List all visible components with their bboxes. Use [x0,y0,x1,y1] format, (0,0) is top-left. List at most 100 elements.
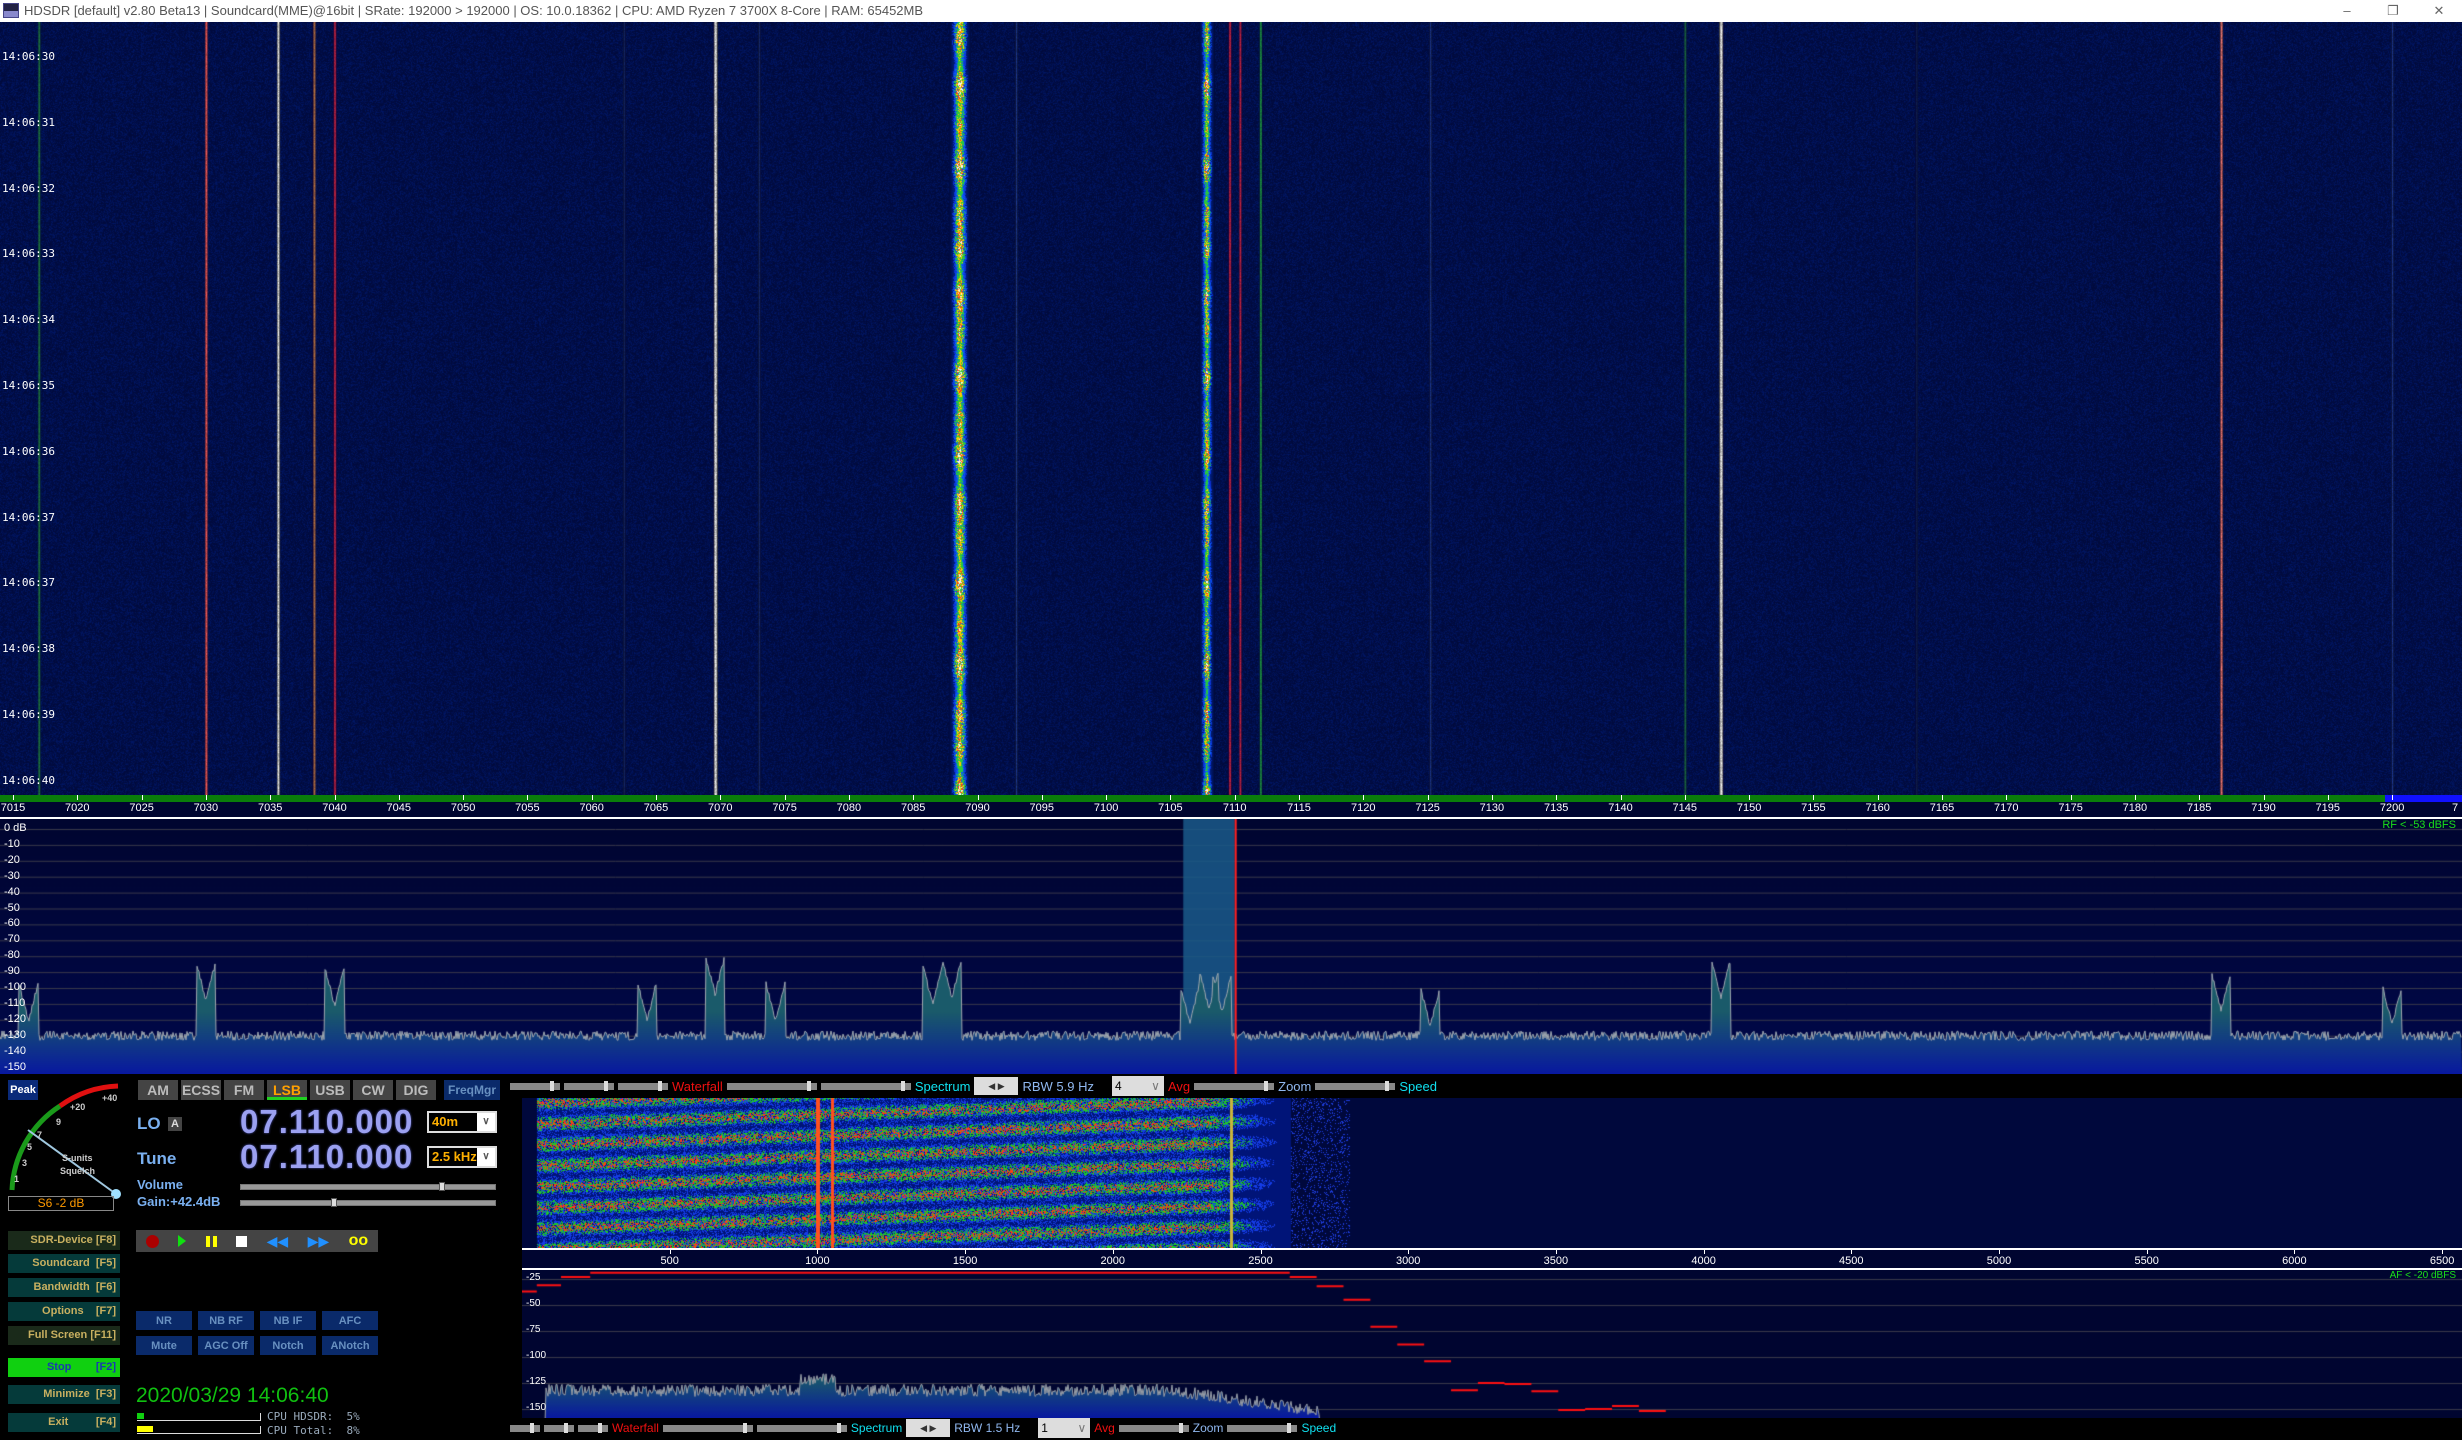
audio-db-tick-label: -50 [526,1298,541,1309]
volume-slider[interactable] [240,1182,496,1191]
rf-spectrum[interactable] [0,819,2462,1074]
waterfall-level-slider[interactable] [618,1080,668,1091]
frequency-tick [1942,795,1943,800]
db-tick-label: -30 [4,869,20,882]
tune-frequency[interactable]: 07.110.000 [240,1138,414,1175]
audio-spectrum[interactable] [522,1270,2462,1418]
mode-button-usb[interactable]: USB [310,1080,350,1100]
mode-button-lsb[interactable]: LSB [267,1080,307,1100]
af-waterfall-brightness-slider[interactable] [544,1422,574,1433]
function-button-exit[interactable]: Exit [F4] [8,1413,120,1432]
close-button[interactable]: ✕ [2433,3,2445,18]
frequency-axis[interactable]: 7015 7020 7025 7030 7035 7040 7045 7050 7055 7060… [0,795,2462,819]
record-icon[interactable] [145,1234,159,1248]
waterfall-label: Waterfall [672,1078,723,1094]
waterfall-timestamp: 14:06:40 [2,773,55,787]
db-tick-label: -70 [4,933,20,946]
function-button-sdr-device[interactable]: SDR-Device [F8] [8,1231,120,1250]
fast-forward-icon[interactable]: ▶▶ [307,1232,330,1249]
mode-button-fm[interactable]: FM [224,1080,264,1100]
af-waterfall-level-slider[interactable] [578,1422,608,1433]
audio-tick [2442,1250,2444,1254]
audio-db-tick-label: -150 [526,1402,547,1413]
rbw-stepper[interactable]: ◀ ▶ [974,1077,1019,1095]
lo-label: LO [137,1114,161,1133]
af-speed-slider[interactable] [1227,1422,1298,1433]
af-avg-select[interactable]: 1 ∨ [1038,1418,1091,1438]
speed-slider[interactable] [1315,1080,1396,1091]
bandwidth-select[interactable]: 2.5 kHz ∨ [427,1146,497,1168]
audio-tick-label: 1000 [805,1255,830,1267]
dsp-button-nb-rf[interactable]: NB RF [198,1311,254,1330]
frequency-tick-label: 7100 [1093,802,1119,814]
mode-button-am[interactable]: AM [138,1080,178,1100]
frequency-tick-label: 7175 [2058,802,2083,814]
function-button-soundcard[interactable]: Soundcard [F5] [8,1254,120,1273]
audio-waterfall[interactable] [522,1098,2462,1248]
mode-button-dig[interactable]: DIG [396,1080,436,1100]
waterfall-brightness-slider[interactable] [564,1080,614,1091]
gain-slider[interactable] [240,1198,496,1207]
af-speed-label: Speed [1301,1421,1337,1435]
pause-icon[interactable] [205,1235,217,1247]
frequency-tick-label: 7025 [129,802,154,814]
freqmgr-button[interactable]: FreqMgr [444,1080,500,1100]
peak-button[interactable]: Peak [8,1080,38,1100]
db-tick-label: -120 [4,1012,27,1025]
dsp-button-agc-off[interactable]: AGC Off [198,1336,254,1355]
rf-waterfall[interactable] [0,22,2462,795]
mode-button-ecss[interactable]: ECSS [181,1080,221,1100]
frequency-tick-label: 7120 [1351,802,1376,814]
frequency-tick-label: 7050 [450,802,476,814]
function-button-full[interactable]: Full Screen [F11] [8,1326,120,1345]
frequency-tick [1491,795,1493,800]
af-spectrum-range-slider[interactable] [756,1422,847,1433]
vfo-a-badge[interactable]: A [168,1117,182,1131]
lo-frequency[interactable]: 07.110.000 [240,1103,414,1140]
function-button-minimize[interactable]: Minimize [F3] [8,1385,120,1404]
frequency-tick [2327,795,2329,800]
band-edge-indicator [2385,795,2462,802]
dsp-button-nr[interactable]: NR [136,1311,192,1330]
window-title: HDSDR [default] v2.80 Beta13 | Soundcard… [24,3,924,18]
mode-button-cw[interactable]: CW [353,1080,393,1100]
spectrum-range-slider[interactable] [820,1080,911,1091]
play-icon[interactable] [178,1235,187,1247]
db-tick-label: -140 [4,1044,27,1057]
frequency-tick [77,795,79,800]
minimize-button[interactable]: – [2343,3,2351,18]
volume-slider-thumb[interactable] [438,1182,445,1191]
db-tick-label: -90 [4,965,20,978]
band-select[interactable]: 40m ∨ [427,1111,497,1133]
restore-button[interactable]: ❐ [2387,3,2399,18]
avg-select[interactable]: 4 ∨ [1111,1076,1164,1096]
dsp-button-notch[interactable]: Notch [260,1336,316,1355]
frequency-tick-label: 7185 [2186,802,2212,814]
af-zoom-label: Zoom [1192,1421,1224,1435]
af-spectrum-level-slider[interactable] [662,1422,753,1433]
gain-slider-thumb[interactable] [331,1198,337,1207]
waterfall-contrast-slider[interactable] [510,1080,560,1091]
stop-icon[interactable] [236,1235,248,1247]
rewind-icon[interactable]: ◀◀ [266,1232,289,1249]
audio-tick-label: 5000 [1986,1255,2012,1267]
af-avg-value: 1 [1041,1421,1048,1435]
zoom-slider[interactable] [1194,1080,1275,1091]
tune-label: Tune [137,1149,177,1168]
af-waterfall-contrast-slider[interactable] [510,1422,540,1433]
dsp-button-afc[interactable]: AFC [322,1311,378,1330]
dsp-button-anotch[interactable]: ANotch [322,1336,378,1355]
loop-icon[interactable]: oo [348,1232,369,1249]
audio-tick [1112,1250,1114,1254]
frequency-tick [591,795,593,800]
dsp-button-mute[interactable]: Mute [136,1336,192,1355]
af-zoom-slider[interactable] [1118,1422,1189,1433]
volume-label: Volume [137,1177,183,1192]
dsp-button-nb-if[interactable]: NB IF [260,1311,316,1330]
spectrum-level-slider[interactable] [726,1080,817,1091]
function-button-stop[interactable]: Stop [F2] [8,1358,120,1377]
audio-tick-label: 500 [660,1255,679,1267]
function-button-bandwidth[interactable]: Bandwidth [F6] [8,1278,120,1297]
function-button-options[interactable]: Options [F7] [8,1302,120,1321]
af-rbw-stepper[interactable]: ◀ ▶ [906,1419,951,1437]
